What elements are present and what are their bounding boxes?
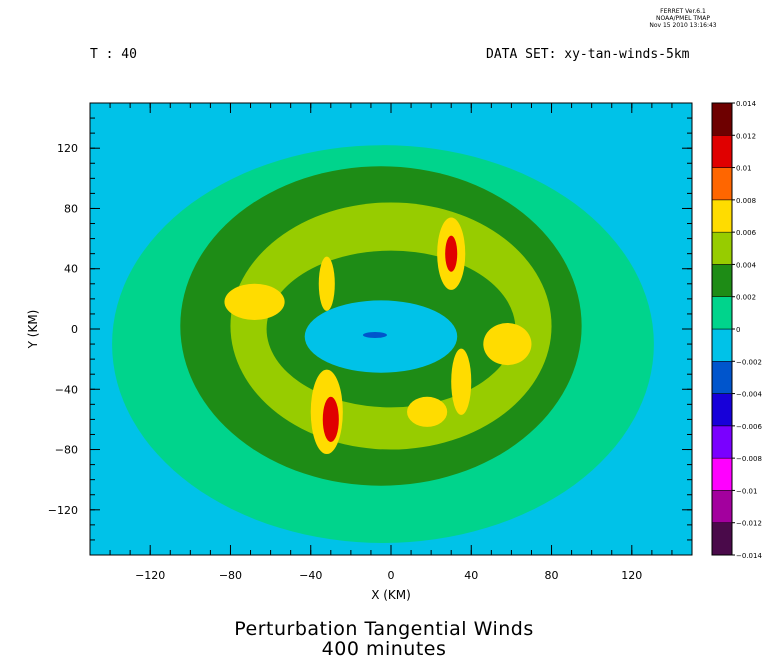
colorbar-tick-label: −0.01 — [736, 487, 757, 495]
colorbar-tick-label: −0.012 — [736, 520, 762, 528]
colorbar-band — [711, 522, 733, 556]
y-tick-label: 0 — [71, 323, 78, 336]
field-region-5 — [362, 332, 387, 339]
x-tick-label: −120 — [135, 569, 165, 582]
chart-title: Perturbation Tangential Winds — [234, 618, 534, 640]
colorbar-tick-label: 0.002 — [736, 294, 756, 302]
dataset-label: DATA SET: xy-tan-winds-5km — [486, 47, 690, 62]
colorbar-band — [711, 425, 733, 459]
colorbar-tick-label: 0.004 — [736, 261, 757, 269]
colorbar-band — [711, 199, 733, 233]
stamp-line-2: NOAA/PMEL TMAP — [656, 15, 710, 22]
ferret-stamp: FERRET Ver.6.1 NOAA/PMEL TMAP Nov 15 201… — [633, 8, 733, 29]
x-tick-label: 80 — [545, 569, 559, 582]
minor-ticks — [90, 103, 692, 555]
colorbar-band — [711, 231, 733, 265]
field-region-13 — [407, 396, 448, 427]
field-region-10 — [445, 235, 458, 272]
colorbar-band — [711, 361, 733, 394]
field-region-8 — [322, 396, 339, 442]
chart-subtitle: 400 minutes — [321, 638, 447, 660]
y-tick-label: −40 — [55, 383, 78, 396]
y-tick-label: 80 — [64, 202, 78, 215]
stamp-line-3: Nov 15 2010 13:16:43 — [649, 22, 717, 29]
field-region-14 — [483, 322, 532, 366]
y-tick-label: −80 — [55, 444, 78, 457]
y-axis-label: Y (KM) — [26, 310, 40, 350]
colorbar-band — [711, 328, 733, 362]
colorbar-band — [711, 102, 733, 136]
colorbar-tick-label: 0.008 — [736, 197, 756, 205]
colorbar-tick-label: 0.014 — [736, 100, 757, 108]
colorbar-band — [711, 393, 733, 427]
colorbar-tick-label: 0 — [736, 326, 740, 334]
x-tick-label: 40 — [464, 569, 478, 582]
x-tick-label: 0 — [388, 569, 395, 582]
y-tick-label: −120 — [48, 504, 78, 517]
colorbar-band — [711, 167, 733, 201]
field-region-11 — [318, 256, 335, 311]
colorbar-band — [711, 264, 733, 297]
x-tick-label: −40 — [299, 569, 322, 582]
colorbar-tick-label: −0.002 — [736, 358, 762, 366]
colorbar-tick-label: 0.012 — [736, 132, 756, 140]
stamp-line-1: FERRET Ver.6.1 — [660, 8, 706, 15]
colorbar-tick-label: 0.01 — [736, 165, 752, 173]
x-axis-label: X (KM) — [371, 588, 411, 602]
colorbar-band — [711, 457, 733, 491]
time-label: T : 40 — [90, 47, 137, 62]
y-tick-label: 120 — [57, 142, 78, 155]
x-tick-label: 120 — [621, 569, 642, 582]
colorbar-tick-label: 0.006 — [736, 229, 757, 237]
y-tick-label: 40 — [64, 263, 78, 276]
colorbar-band — [711, 135, 733, 168]
colorbar-tick-label: −0.014 — [736, 552, 762, 560]
colorbar-tick-label: −0.006 — [736, 423, 762, 431]
field-region-6 — [224, 283, 285, 320]
colorbar-band — [711, 296, 733, 330]
field-region-12 — [451, 348, 472, 415]
field-regions — [112, 145, 654, 543]
x-tick-label: −80 — [219, 569, 242, 582]
colorbar-tick-label: −0.004 — [736, 391, 762, 399]
colorbar-tick-label: −0.008 — [736, 455, 762, 463]
colorbar-band — [711, 490, 733, 523]
